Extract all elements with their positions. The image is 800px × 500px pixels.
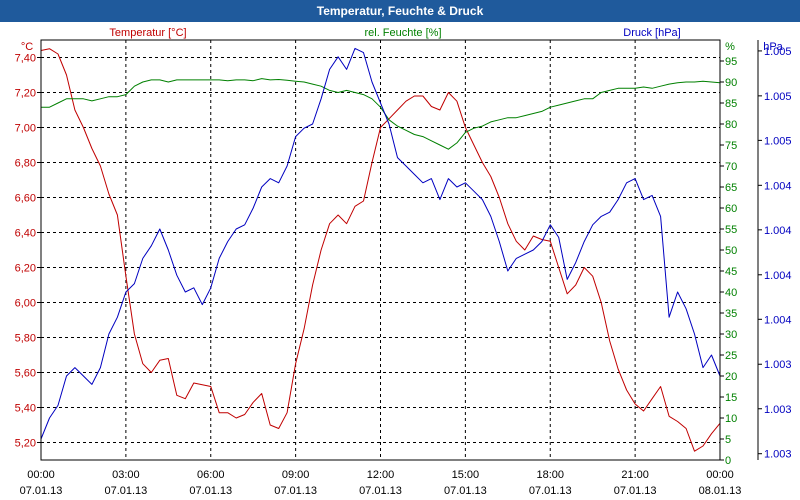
pressure-tick-label: 1.005 [764,91,792,103]
temperature-tick-label: 7,40 [15,53,36,65]
temperature-tick-label: 5,60 [15,368,36,380]
humidity-tick-label: 5 [725,434,731,446]
x-tick-label-time: 00:00 [27,469,55,481]
x-tick-label-time: 18:00 [536,469,564,481]
x-tick-label-time: 00:00 [706,469,734,481]
pressure-tick-label: 1.005 [764,46,792,58]
humidity-tick-label: 60 [725,203,737,215]
temperature-tick-label: 5,20 [15,438,36,450]
x-tick-label-time: 21:00 [621,469,649,481]
x-tick-label-date: 07.01.13 [274,485,317,497]
x-tick-label-time: 15:00 [452,469,480,481]
x-tick-label-date: 07.01.13 [20,485,63,497]
axes: 00:00 07.01.13 03:00 07.01.13 06:00 07.01.13 0… [15,40,792,497]
x-tick-label-date: 07.01.13 [614,485,657,497]
humidity-tick-label: 15 [725,392,737,404]
x-tick-label-time: 06:00 [197,469,225,481]
chart-title: Temperatur, Feuchte & Druck [0,0,800,22]
humidity-line [41,78,721,150]
pressure-tick-label: 1.003 [764,359,792,371]
x-tick-label-date: 07.01.13 [359,485,402,497]
pressure-axis-label: Druck [hPa] [623,27,680,39]
x-tick-label-date: 07.01.13 [104,485,147,497]
humidity-tick-label: 70 [725,161,737,173]
x-tick-label-time: 03:00 [112,469,140,481]
temperature-tick-label: 6,40 [15,228,36,240]
humidity-tick-label: 30 [725,329,737,341]
pressure-tick-label: 1.004 [764,270,792,282]
humidity-tick-label: 0 [725,455,731,467]
humidity-tick-label: 65 [725,182,737,194]
temperature-tick-label: 6,20 [15,263,36,275]
pressure-tick-label: 1.003 [764,404,792,416]
temperature-axis-label: Temperatur [°C] [109,27,186,39]
chart-background [0,22,800,500]
temperature-tick-label: 7,20 [15,88,36,100]
pressure-unit: hPa [763,41,783,53]
temperature-tick-label: 6,60 [15,193,36,205]
humidity-tick-label: 40 [725,287,737,299]
humidity-tick-label: 50 [725,245,737,257]
x-tick-label-date: 08.01.13 [699,485,742,497]
temperature-line [40,48,721,452]
temperature-unit: °C [21,41,33,53]
pressure-tick-label: 1.004 [764,314,792,326]
humidity-tick-label: 80 [725,119,737,131]
pressure-tick-label: 1.004 [764,180,792,192]
humidity-tick-label: 25 [725,350,737,362]
x-tick-label-date: 07.01.13 [444,485,487,497]
temperature-tick-label: 7,00 [15,123,36,135]
temperature-tick-label: 5,40 [15,403,36,415]
temperature-tick-label: 6,80 [15,158,36,170]
pressure-line [40,47,721,440]
humidity-tick-label: 45 [725,266,737,278]
humidity-tick-label: 75 [725,140,737,152]
humidity-axis-label: rel. Feuchte [%] [364,27,441,39]
line-chart: 00:00 07.01.13 03:00 07.01.13 06:00 07.01.13 0… [0,22,800,500]
pressure-tick-label: 1.003 [764,449,792,461]
series-lines [40,47,721,452]
humidity-tick-label: 55 [725,224,737,236]
pressure-tick-label: 1.005 [764,135,792,147]
humidity-tick-label: 10 [725,413,737,425]
humidity-tick-label: 90 [725,77,737,89]
humidity-tick-label: 20 [725,371,737,383]
humidity-tick-label: 85 [725,98,737,110]
x-tick-label-date: 07.01.13 [189,485,232,497]
x-tick-label-date: 07.01.13 [529,485,572,497]
temperature-tick-label: 6,00 [15,298,36,310]
temperature-tick-label: 5,80 [15,333,36,345]
x-tick-label-time: 12:00 [367,469,395,481]
humidity-unit: % [725,41,735,53]
humidity-tick-label: 35 [725,308,737,320]
pressure-tick-label: 1.004 [764,225,792,237]
humidity-tick-label: 95 [725,56,737,68]
x-tick-label-time: 09:00 [282,469,310,481]
